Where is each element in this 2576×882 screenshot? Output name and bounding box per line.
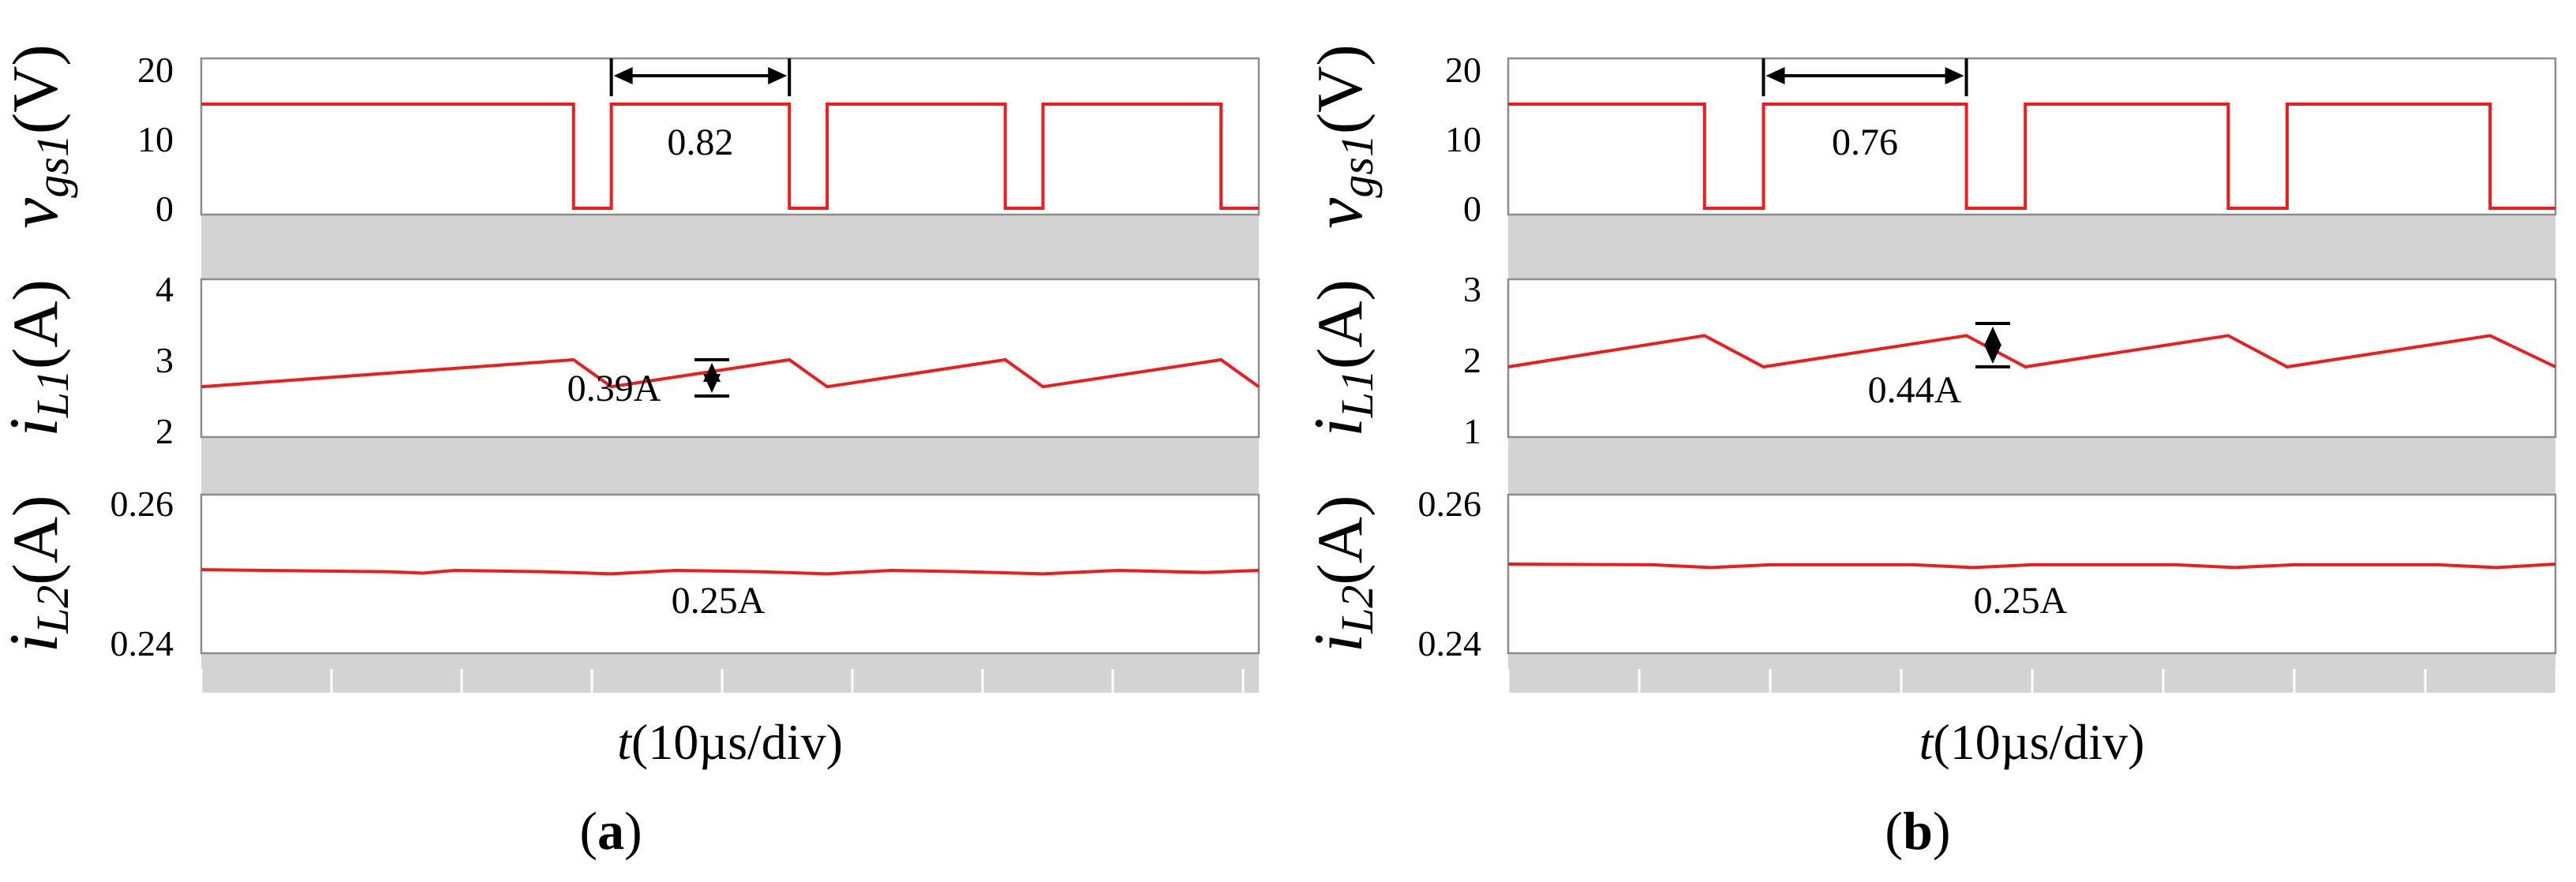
separator-band	[1508, 215, 2555, 279]
chart-b: 20100vgs1(V)0.76321iL1(A)0.44A0.260.24iL…	[1301, 44, 2558, 861]
y-axis-label-symbol: v	[0, 197, 73, 229]
plot-frame	[200, 57, 1260, 216]
y-tick-label: 0.24	[1418, 623, 1482, 663]
ripple-label: 0.39A	[567, 368, 661, 409]
y-axis-label: iL1(A)	[1301, 279, 1383, 437]
caption-paren-close: )	[1933, 801, 1951, 861]
y-axis-label-symbol: i	[1301, 417, 1377, 436]
y-axis-label-symbol: i	[1301, 633, 1377, 652]
y-tick-label: 4	[155, 269, 174, 309]
y-axis-label-subscript: gs1	[1331, 134, 1383, 198]
y-tick-label: 0.26	[110, 484, 174, 524]
average-current-label: 0.25A	[672, 580, 766, 622]
series-line	[200, 568, 1260, 576]
y-tick-label: 0.24	[110, 623, 174, 663]
panel-iL1: 3 2 1 iL1(A) 0.44A	[1301, 269, 2557, 451]
y-axis-label-symbol: v	[1301, 197, 1377, 229]
caption-letter: b	[1903, 801, 1933, 861]
separator-band	[201, 215, 1259, 279]
y-tick-label: 2	[1463, 340, 1481, 380]
y-tick-label: 3	[1463, 269, 1481, 309]
y-axis-label-symbol: i	[0, 417, 73, 436]
caption-paren-open: (	[579, 801, 597, 861]
panel-vgs1: 20 10 0 vgs1(V) 0.76	[1301, 44, 2557, 229]
series-line	[1507, 562, 2556, 570]
y-axis-label-symbol: i	[0, 633, 73, 652]
y-axis-label-unit: (A)	[1304, 495, 1376, 585]
separator-band	[1508, 437, 2555, 495]
caption-paren-open: (	[1885, 801, 1903, 861]
series-line	[1507, 334, 2556, 369]
separator-band	[201, 437, 1259, 495]
y-axis-label-subscript: gs1	[27, 134, 78, 198]
duty-cycle-label: 0.82	[667, 121, 733, 163]
chart-a: 20100vgs1(V)0.82432iL1(A)0.39A0.260.24iL…	[0, 44, 1260, 861]
x-axis-label: t(10µs/div)	[617, 714, 843, 770]
y-axis-label: iL2(A)	[0, 495, 78, 653]
y-tick-label: 1	[1463, 411, 1481, 451]
series-line	[1508, 103, 2555, 210]
plot-frame	[200, 493, 1260, 655]
y-tick-label: 10	[1445, 119, 1481, 159]
caption-letter: a	[597, 801, 624, 861]
caption-paren-close: )	[624, 801, 642, 861]
average-current-label: 0.25A	[1974, 580, 2068, 622]
plot-frame	[1507, 493, 2557, 655]
y-tick-label: 20	[1445, 50, 1481, 90]
span-arrowhead-left	[613, 67, 633, 84]
subfigure-caption: (b)	[1885, 801, 1950, 861]
y-axis-label-unit: (A)	[0, 495, 71, 585]
subfigure-caption: (a)	[579, 801, 642, 861]
plot-frame	[200, 278, 1260, 439]
panel-iL2: 0.26 0.24 iL2(A) 0.25A	[0, 484, 1260, 663]
series-line	[200, 357, 1260, 389]
y-axis-label-unit: (A)	[0, 279, 71, 369]
plot-frame	[1507, 57, 2557, 216]
series-line	[201, 103, 1259, 210]
y-axis-label: vgs1(V)	[1301, 44, 1383, 228]
y-axis-label: vgs1(V)	[0, 44, 78, 228]
y-tick-label: 10	[137, 119, 174, 159]
y-tick-label: 2	[155, 411, 174, 451]
y-axis-label-unit: (V)	[1304, 44, 1376, 134]
y-axis-label-subscript: L1	[27, 369, 78, 418]
y-axis-label-subscript: L2	[27, 585, 78, 634]
y-tick-label: 20	[137, 50, 174, 90]
ripple-arrowhead-down	[703, 374, 721, 393]
ripple-label: 0.44A	[1868, 369, 1962, 411]
x-axis-label: t(10µs/div)	[1919, 714, 2145, 770]
y-axis-label-unit: (V)	[0, 44, 71, 134]
span-arrowhead-right	[768, 67, 788, 84]
y-tick-label: 3	[155, 340, 174, 380]
x-axis-label-symbol: t	[1919, 714, 1935, 770]
y-tick-label: 0.26	[1418, 484, 1482, 524]
span-arrowhead-left	[1765, 67, 1785, 84]
y-axis-label-subscript: L1	[1331, 369, 1383, 418]
y-axis-label: iL2(A)	[1301, 495, 1383, 653]
y-axis-label-subscript: L2	[1331, 585, 1383, 634]
panel-iL2: 0.26 0.24 iL2(A) 0.25A	[1301, 484, 2557, 663]
span-arrowhead-right	[1945, 67, 1964, 84]
y-axis-label-unit: (A)	[1304, 279, 1376, 369]
plot-frame	[1507, 278, 2557, 439]
separator-band	[201, 653, 1259, 693]
x-axis-label-unit: (10µs/div)	[631, 714, 843, 770]
ripple-arrowhead-down	[1984, 345, 2001, 364]
x-axis-label-symbol: t	[617, 714, 633, 770]
y-tick-label: 0	[155, 189, 174, 229]
x-axis-label-unit: (10µs/div)	[1933, 714, 2144, 770]
panel-vgs1: 20 10 0 vgs1(V) 0.82	[0, 44, 1260, 229]
panel-iL1: 4 3 2 iL1(A) 0.39A	[0, 269, 1260, 451]
ripple-arrowhead-up	[1984, 327, 2001, 346]
duty-cycle-label: 0.76	[1832, 121, 1898, 163]
y-tick-label: 0	[1463, 189, 1481, 229]
y-axis-label: iL1(A)	[0, 279, 78, 437]
